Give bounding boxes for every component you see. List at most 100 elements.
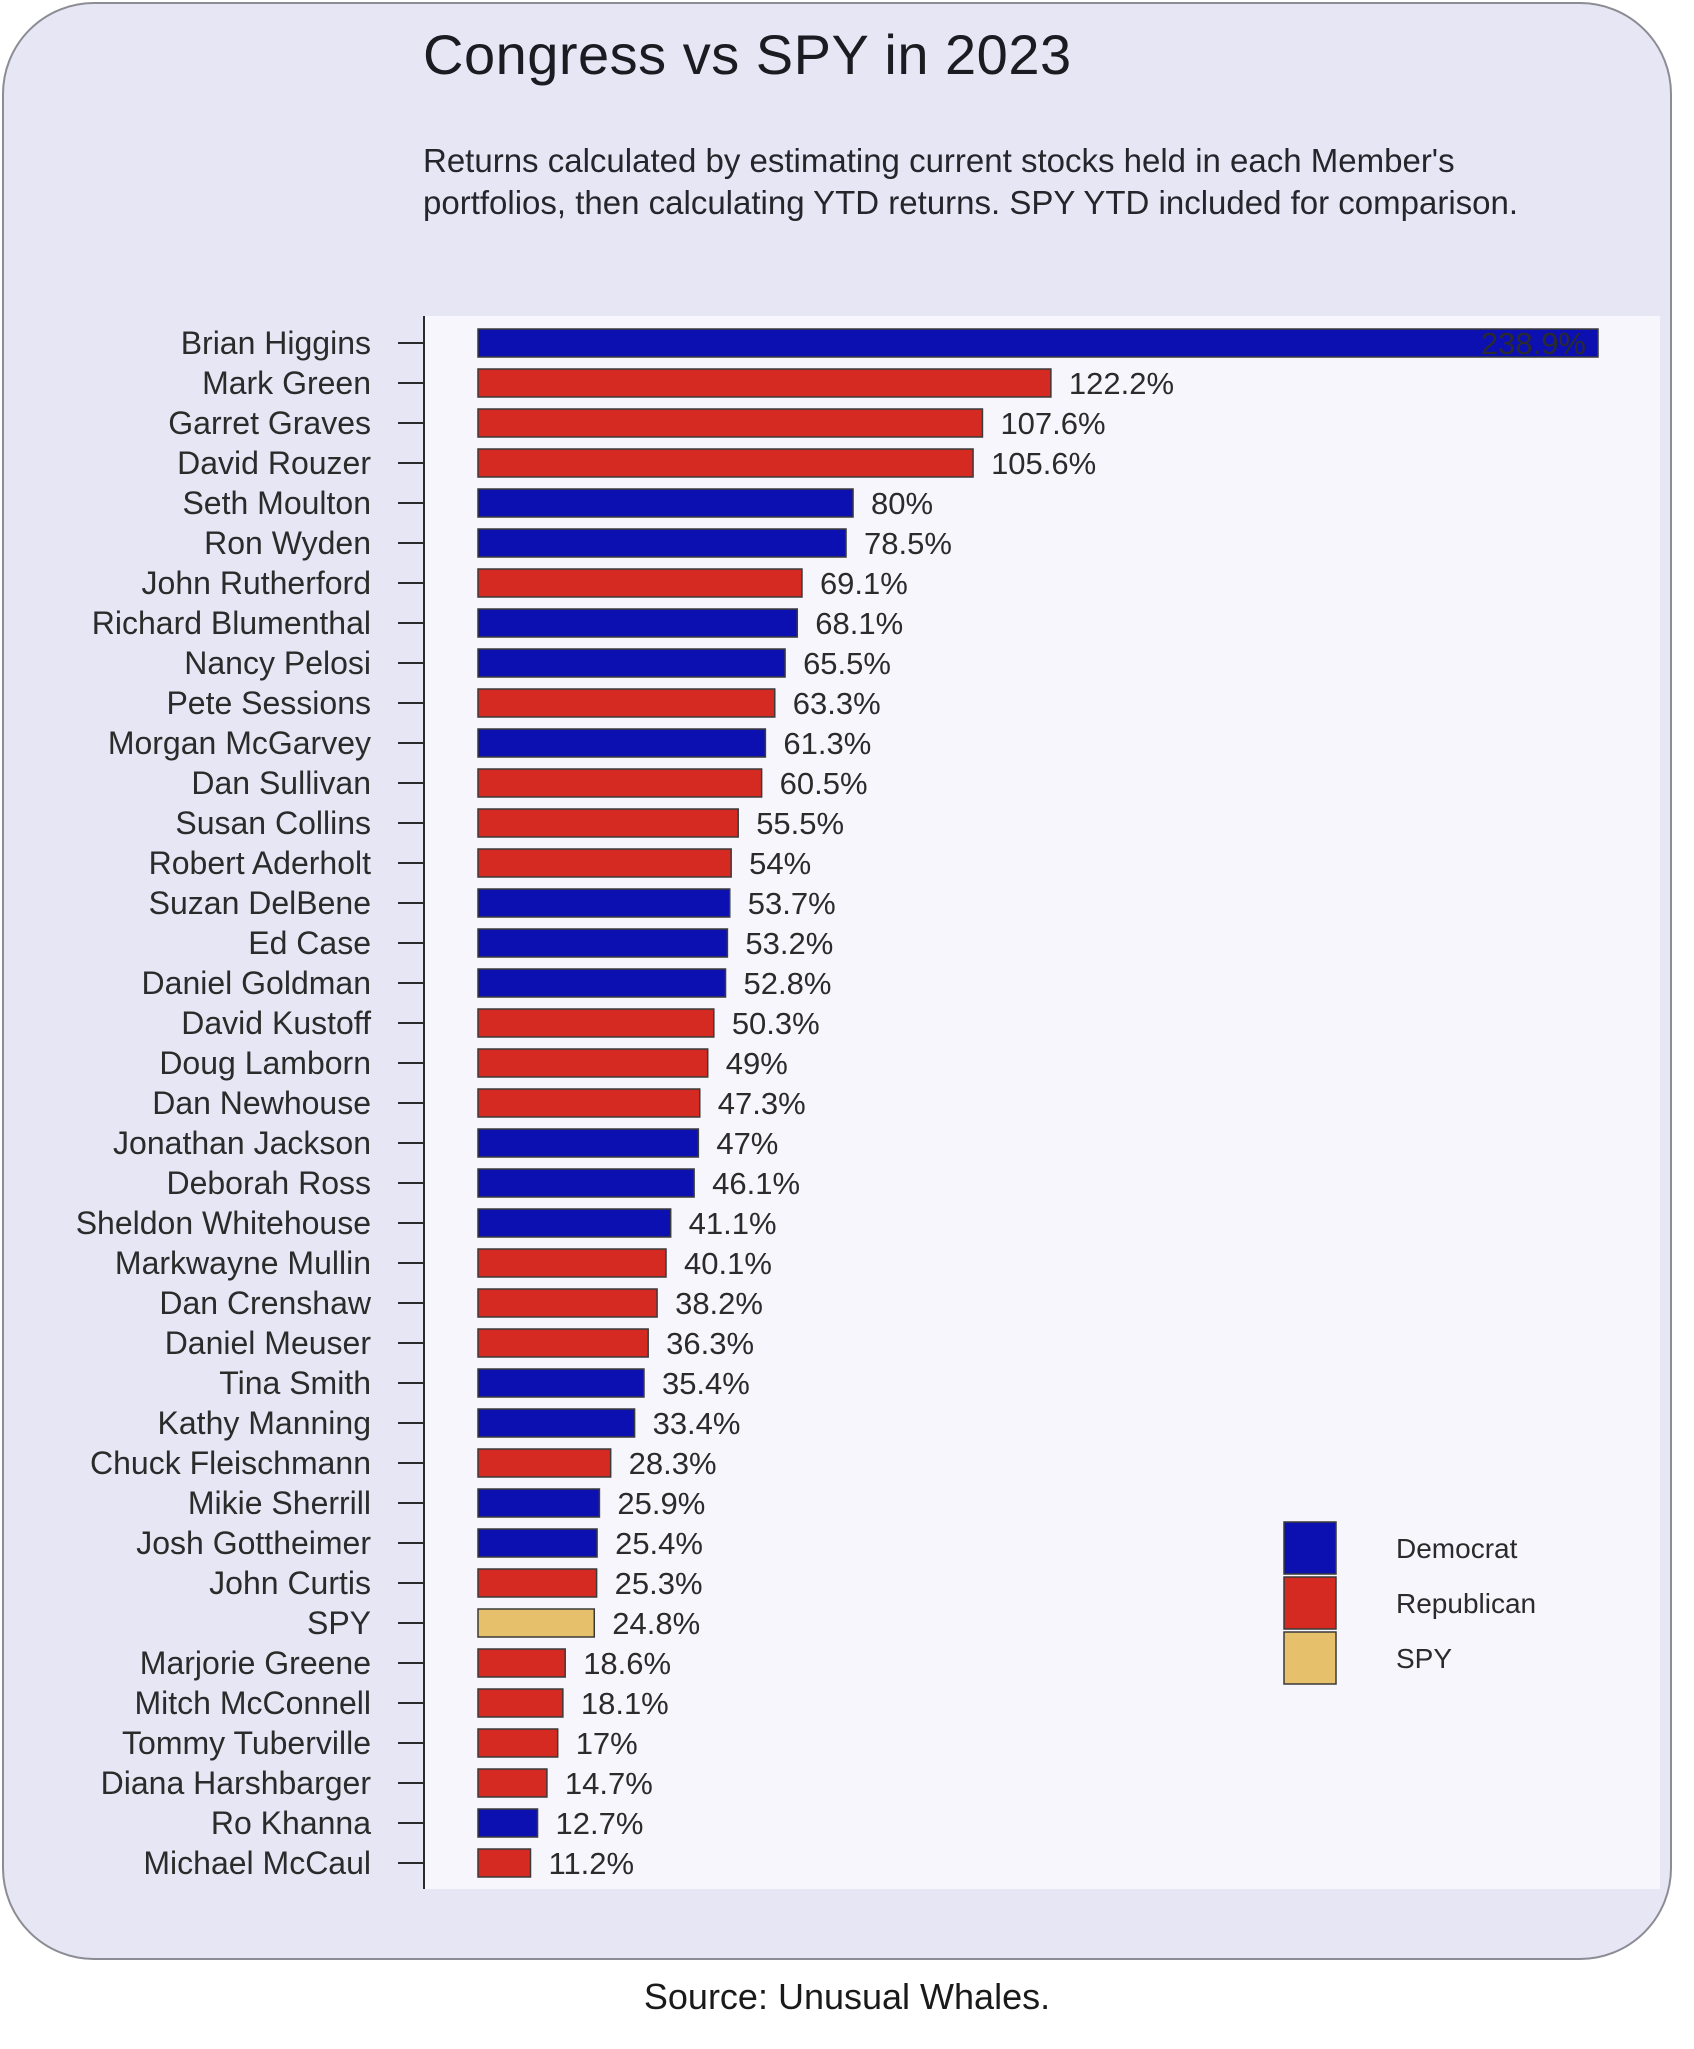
bar-democrat bbox=[477, 488, 854, 518]
value-label: 53.2% bbox=[745, 926, 833, 961]
value-label: 107.6% bbox=[1000, 406, 1105, 441]
y-tick-label: John Curtis bbox=[209, 1565, 371, 1601]
y-tick-label: Dan Newhouse bbox=[152, 1085, 371, 1121]
bar-republican bbox=[477, 408, 984, 438]
legend-label: Democrat bbox=[1396, 1533, 1518, 1564]
source-note: Source: Unusual Whales. bbox=[643, 1976, 1051, 2017]
bar-chart: Brian Higgins Mark Green Garret Graves Davi… bbox=[76, 316, 1660, 1889]
y-tick-label: Doug Lamborn bbox=[159, 1045, 371, 1081]
value-label: 25.4% bbox=[615, 1526, 703, 1561]
bar-democrat bbox=[477, 1368, 645, 1398]
legend-swatch bbox=[1283, 1521, 1337, 1575]
bar-republican bbox=[477, 1848, 532, 1878]
value-label: 33.4% bbox=[653, 1406, 741, 1441]
y-tick-label: Tina Smith bbox=[219, 1365, 371, 1401]
value-label: 35.4% bbox=[662, 1366, 750, 1401]
value-label: 12.7% bbox=[556, 1806, 644, 1841]
bars bbox=[477, 328, 1599, 1878]
bar-democrat bbox=[477, 1488, 601, 1518]
value-label: 24.8% bbox=[612, 1606, 700, 1641]
value-label: 65.5% bbox=[803, 646, 891, 681]
y-tick-label: Pete Sessions bbox=[166, 685, 371, 721]
value-label: 105.6% bbox=[991, 446, 1096, 481]
value-label: 28.3% bbox=[629, 1446, 717, 1481]
value-label: 38.2% bbox=[675, 1286, 763, 1321]
bar-democrat bbox=[477, 1408, 636, 1438]
y-tick-label: Ro Khanna bbox=[211, 1805, 371, 1841]
value-label: 47.3% bbox=[718, 1086, 806, 1121]
value-label: 40.1% bbox=[684, 1246, 772, 1281]
chart-subtitle: Returns calculated by estimating current… bbox=[423, 142, 1519, 221]
value-label: 61.3% bbox=[783, 726, 871, 761]
bar-republican bbox=[477, 808, 739, 838]
y-tick-label: Daniel Goldman bbox=[142, 965, 371, 1001]
value-label: 50.3% bbox=[732, 1006, 820, 1041]
value-label: 52.8% bbox=[744, 966, 832, 1001]
y-tick-label: Ed Case bbox=[248, 925, 371, 961]
y-tick-label: Ron Wyden bbox=[204, 525, 371, 561]
y-tick-label: Garret Graves bbox=[168, 405, 371, 441]
bar-democrat bbox=[477, 528, 847, 558]
bar-republican bbox=[477, 1568, 598, 1598]
value-label: 49% bbox=[726, 1046, 788, 1081]
value-label: 54% bbox=[749, 846, 811, 881]
y-tick-label: Chuck Fleischmann bbox=[90, 1445, 371, 1481]
y-tick-label: David Rouzer bbox=[177, 445, 371, 481]
y-tick-label: SPY bbox=[307, 1605, 371, 1641]
y-tick-label: Seth Moulton bbox=[182, 485, 371, 521]
y-tick-label: Tommy Tuberville bbox=[122, 1725, 371, 1761]
bar-democrat bbox=[477, 1528, 598, 1558]
y-tick-label: Robert Aderholt bbox=[149, 845, 371, 881]
y-tick-label: David Kustoff bbox=[181, 1005, 371, 1041]
bar-republican bbox=[477, 368, 1052, 398]
value-label: 68.1% bbox=[815, 606, 903, 641]
y-tick-label: Michael McCaul bbox=[143, 1845, 371, 1881]
y-tick-label: Deborah Ross bbox=[166, 1165, 371, 1201]
value-label: 18.1% bbox=[581, 1686, 669, 1721]
y-tick-label: Richard Blumenthal bbox=[92, 605, 371, 641]
bar-democrat bbox=[477, 328, 1599, 358]
chart-title: Congress vs SPY in 2023 bbox=[423, 23, 1072, 86]
value-label: 46.1% bbox=[712, 1166, 800, 1201]
value-label: 11.2% bbox=[549, 1846, 635, 1881]
value-label: 53.7% bbox=[748, 886, 836, 921]
y-tick-label: Mitch McConnell bbox=[134, 1685, 371, 1721]
y-tick-label: Kathy Manning bbox=[158, 1405, 371, 1441]
y-tick-label: Markwayne Mullin bbox=[115, 1245, 371, 1281]
bar-democrat bbox=[477, 648, 786, 678]
y-tick-label: Dan Crenshaw bbox=[159, 1285, 372, 1321]
bar-republican bbox=[477, 1288, 658, 1318]
value-label: 25.3% bbox=[615, 1566, 703, 1601]
y-tick-label: Jonathan Jackson bbox=[113, 1125, 371, 1161]
y-tick-label: John Rutherford bbox=[142, 565, 371, 601]
bar-republican bbox=[477, 1448, 612, 1478]
bar-republican bbox=[477, 688, 776, 718]
value-labels: 238.9% 122.2% 107.6% 105.6% 80% 78.5% 69.1% 68.… bbox=[549, 326, 1586, 1881]
bar-democrat bbox=[477, 1128, 700, 1158]
bar-republican bbox=[477, 1648, 566, 1678]
bar-republican bbox=[477, 1248, 667, 1278]
value-label: 55.5% bbox=[756, 806, 844, 841]
bar-republican bbox=[477, 1728, 559, 1758]
bar-democrat bbox=[477, 608, 799, 638]
value-label: 60.5% bbox=[780, 766, 868, 801]
value-label: 80% bbox=[871, 486, 933, 521]
y-axis-labels: Brian Higgins Mark Green Garret Graves Davi… bbox=[76, 325, 372, 1881]
bar-republican bbox=[477, 448, 974, 478]
legend-label: Republican bbox=[1396, 1588, 1536, 1619]
bar-spy bbox=[477, 1608, 596, 1638]
y-tick-label: Dan Sullivan bbox=[191, 765, 371, 801]
bar-democrat bbox=[477, 1168, 695, 1198]
y-tick-label: Marjorie Greene bbox=[140, 1645, 371, 1681]
value-label: 36.3% bbox=[666, 1326, 754, 1361]
value-label: 17% bbox=[576, 1726, 638, 1761]
y-axis-ticks bbox=[398, 342, 424, 1864]
bar-democrat bbox=[477, 728, 767, 758]
value-label: 25.9% bbox=[617, 1486, 705, 1521]
value-label: 14.7% bbox=[565, 1766, 653, 1801]
bar-republican bbox=[477, 1768, 548, 1798]
bar-republican bbox=[477, 1688, 564, 1718]
y-tick-label: Morgan McGarvey bbox=[108, 725, 371, 761]
value-label: 78.5% bbox=[864, 526, 952, 561]
bar-democrat bbox=[477, 1208, 672, 1238]
